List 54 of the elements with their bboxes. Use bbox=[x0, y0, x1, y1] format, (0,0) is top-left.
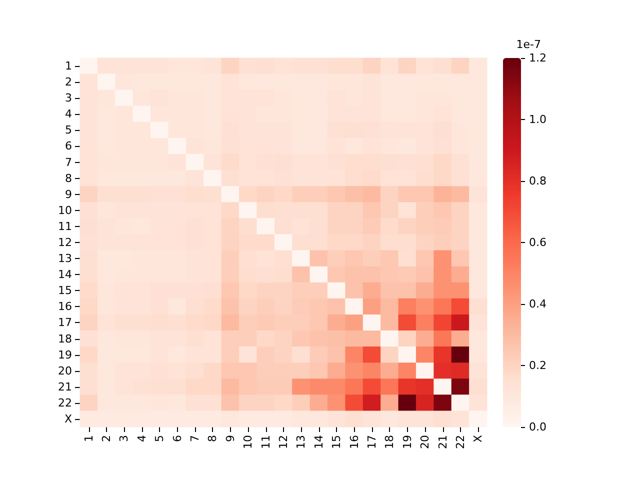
y-tick-label: 7 bbox=[65, 156, 72, 169]
y-tick-label: 16 bbox=[58, 300, 72, 314]
y-tick-label: 21 bbox=[58, 380, 72, 394]
x-tick-label: 7 bbox=[188, 435, 202, 442]
x-tick-label: X bbox=[472, 434, 485, 443]
color-bar-label: 0.8 bbox=[529, 174, 546, 188]
y-tick-label: 10 bbox=[58, 204, 72, 217]
x-tick-label: 6 bbox=[170, 435, 184, 442]
y-tick-label: 3 bbox=[65, 92, 72, 105]
x-tick-label: 14 bbox=[312, 435, 326, 449]
y-tick-label: 14 bbox=[58, 268, 72, 282]
color-bar-title: 1e-7 bbox=[516, 38, 541, 51]
x-tick-label: 2 bbox=[100, 435, 114, 442]
x-tick-label: 21 bbox=[436, 435, 450, 449]
x-tick-label: 19 bbox=[400, 435, 414, 449]
x-tick-label: 10 bbox=[242, 435, 255, 449]
x-tick-label: 12 bbox=[277, 435, 290, 449]
y-tick-label: 9 bbox=[65, 188, 72, 201]
color-bar-label: 0.0 bbox=[529, 420, 546, 434]
x-tick-label: 16 bbox=[348, 435, 361, 449]
x-tick-label: 18 bbox=[383, 435, 396, 449]
x-tick-label: 20 bbox=[418, 435, 432, 449]
y-tick-label: 11 bbox=[58, 220, 72, 233]
color-bar-label: 0.4 bbox=[529, 298, 546, 310]
y-tick-label: 18 bbox=[58, 332, 72, 346]
y-tick-label: 19 bbox=[58, 348, 72, 362]
x-tick-label: 3 bbox=[118, 435, 131, 442]
x-tick-label: 13 bbox=[294, 435, 308, 449]
x-tick-label: 9 bbox=[224, 435, 237, 442]
y-tick-label: X bbox=[64, 412, 72, 426]
y-tick-label: 6 bbox=[65, 140, 72, 153]
y-tick-label: 20 bbox=[58, 364, 72, 378]
y-tick-label: 5 bbox=[65, 124, 72, 137]
y-tick-label: 8 bbox=[65, 172, 72, 185]
x-tick-label: 15 bbox=[330, 435, 344, 449]
y-tick-label: 17 bbox=[58, 316, 72, 330]
y-tick-label: 2 bbox=[65, 76, 72, 89]
color-bar-label: 1.0 bbox=[529, 113, 546, 126]
color-bar-label: 1.2 bbox=[529, 52, 546, 64]
x-tick-label: 11 bbox=[259, 435, 272, 449]
x-tick-label: 1 bbox=[82, 435, 96, 442]
x-tick-label: 22 bbox=[454, 435, 467, 449]
y-tick-label: 15 bbox=[58, 284, 72, 298]
x-tick-label: 5 bbox=[153, 435, 166, 442]
y-tick-label: 4 bbox=[65, 108, 72, 121]
y-tick-label: 12 bbox=[58, 236, 72, 249]
x-tick-label: 8 bbox=[206, 435, 220, 442]
y-tick-label: 1 bbox=[65, 60, 72, 73]
color-bar-label: 0.6 bbox=[529, 236, 546, 249]
y-tick-label: 22 bbox=[58, 396, 72, 410]
x-tick-label: 17 bbox=[365, 435, 378, 449]
color-bar-label: 0.2 bbox=[529, 359, 546, 372]
x-tick-label: 4 bbox=[135, 435, 148, 442]
y-tick-label: 13 bbox=[58, 252, 72, 266]
